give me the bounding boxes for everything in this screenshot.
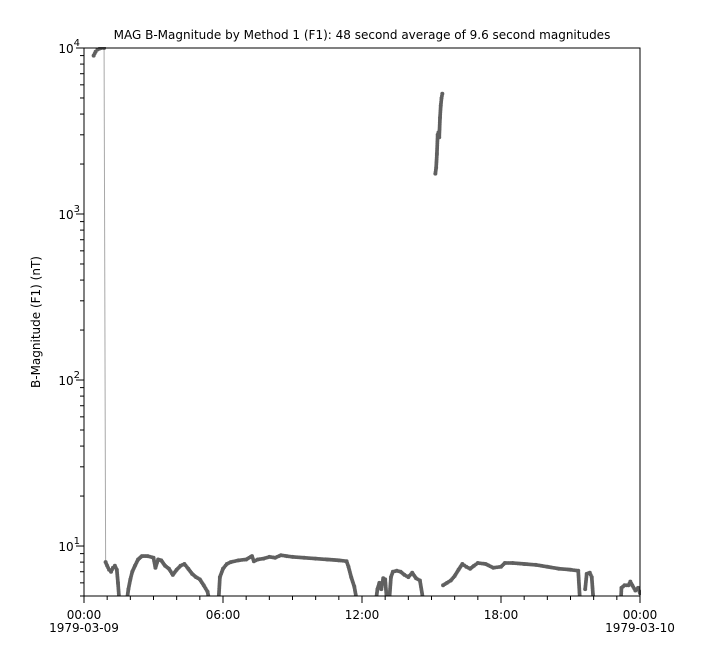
data-point xyxy=(578,597,582,601)
data-point xyxy=(422,600,426,604)
data-point xyxy=(578,598,582,602)
data-point xyxy=(387,598,391,602)
plot-frame xyxy=(83,47,641,597)
data-point xyxy=(217,600,221,604)
data-point xyxy=(422,602,426,606)
data-point xyxy=(118,602,122,606)
x-tick-label: 18:00 xyxy=(484,608,519,622)
y-axis: 101 102 103 104 xyxy=(58,38,84,597)
data-point xyxy=(619,600,623,604)
data-point xyxy=(207,598,211,602)
data-point xyxy=(355,597,359,601)
data-point xyxy=(619,602,623,606)
data-point xyxy=(354,594,358,596)
data-point xyxy=(387,600,391,604)
data-point xyxy=(355,600,359,604)
x-tick-label: 12:00 xyxy=(345,608,380,622)
y-tick-label: 102 xyxy=(58,370,80,388)
data-point xyxy=(117,598,121,602)
x-tick-label: 00:00 xyxy=(67,608,102,622)
data-point xyxy=(125,600,129,604)
data-point xyxy=(217,598,221,602)
data-point xyxy=(374,602,378,606)
data-point xyxy=(421,598,425,602)
data-point xyxy=(592,602,596,606)
y-tick-label: 103 xyxy=(58,204,80,222)
data-point xyxy=(384,593,389,596)
chart-title: MAG B-Magnitude by Method 1 (F1): 48 sec… xyxy=(114,28,611,42)
data-point xyxy=(208,602,212,606)
data-point xyxy=(117,594,121,596)
data-point xyxy=(374,600,378,604)
y-tick-label: 101 xyxy=(58,536,80,554)
data-point xyxy=(374,598,378,602)
data-point xyxy=(385,602,389,606)
data-point xyxy=(374,597,378,601)
data-point xyxy=(117,600,121,604)
data-point xyxy=(387,602,391,606)
x-tick-label: 06:00 xyxy=(206,608,241,622)
data-point xyxy=(217,597,221,601)
data-layer xyxy=(91,47,641,606)
data-point xyxy=(421,597,425,601)
series-line xyxy=(93,47,120,596)
data-point xyxy=(578,602,582,606)
data-point xyxy=(125,597,129,601)
data-point xyxy=(216,602,220,606)
data-point xyxy=(124,602,128,606)
y-axis-label: B-Magnitude (F1) (nT) xyxy=(29,256,43,388)
data-point xyxy=(592,600,596,604)
data-point xyxy=(355,602,359,606)
data-point xyxy=(619,596,623,600)
x-tick-date: 1979-03-10 xyxy=(605,621,675,635)
data-point xyxy=(355,598,359,602)
data-point xyxy=(125,598,129,602)
data-point xyxy=(385,600,389,604)
data-point xyxy=(440,91,445,96)
x-tick-label: 00:00 xyxy=(623,608,658,622)
data-point xyxy=(578,600,582,604)
y-tick-label: 104 xyxy=(58,38,80,56)
data-point xyxy=(208,600,212,604)
data-point xyxy=(619,598,623,602)
data-point xyxy=(207,597,211,601)
data-point xyxy=(387,597,391,601)
data-point xyxy=(117,597,121,601)
x-tick-date: 1979-03-09 xyxy=(49,621,119,635)
